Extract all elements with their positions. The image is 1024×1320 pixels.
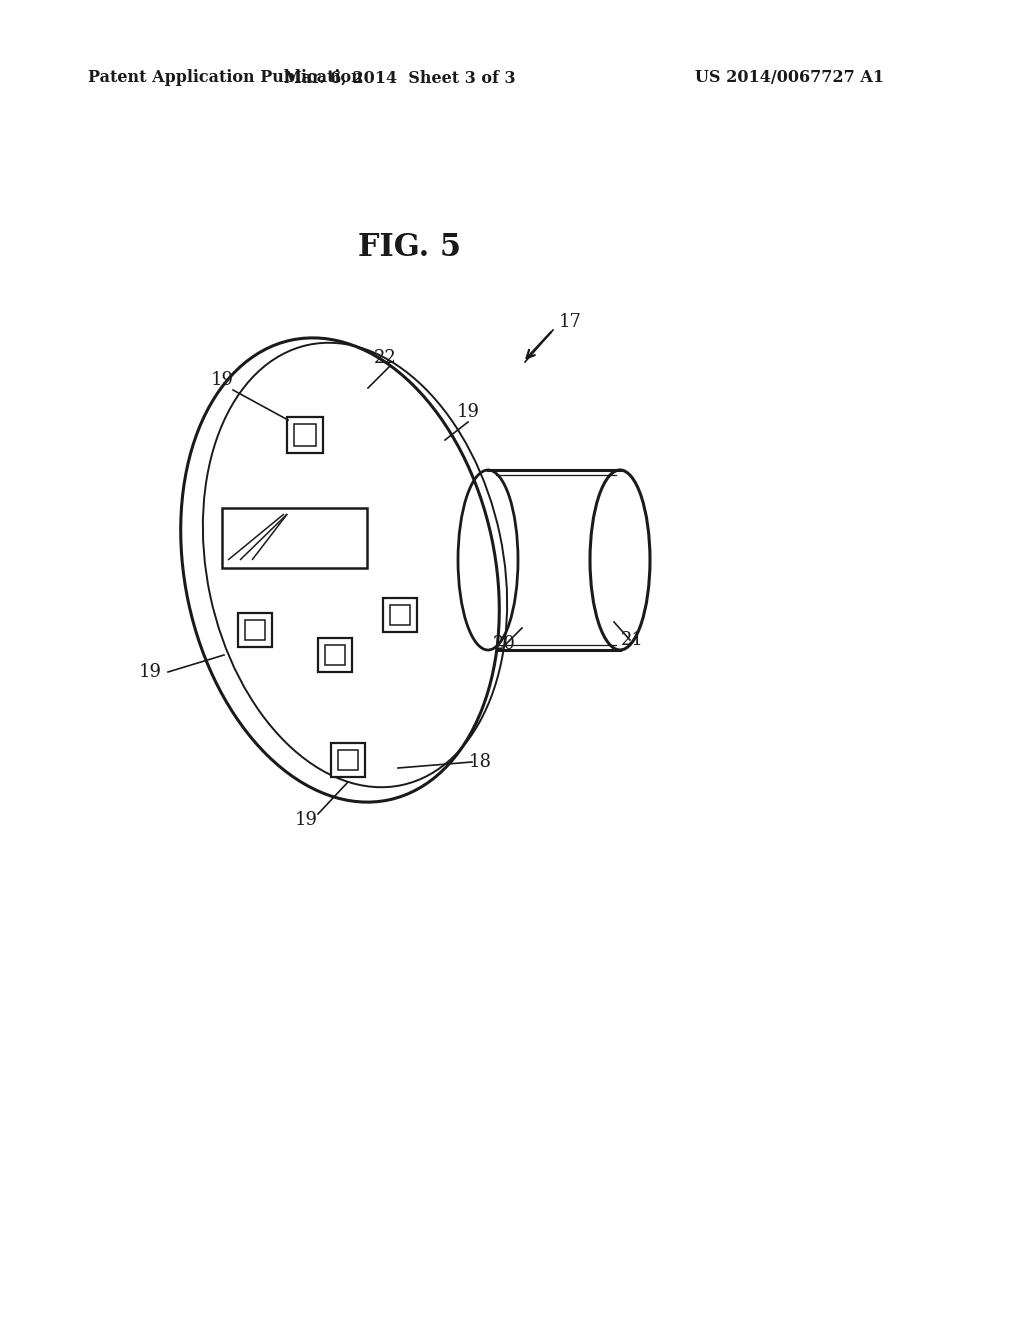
- Text: Mar. 6, 2014  Sheet 3 of 3: Mar. 6, 2014 Sheet 3 of 3: [285, 70, 516, 87]
- Bar: [338, 750, 358, 770]
- Ellipse shape: [590, 470, 650, 649]
- Bar: [325, 644, 345, 665]
- Text: 20: 20: [493, 635, 515, 653]
- Text: 18: 18: [469, 752, 492, 771]
- Text: 22: 22: [374, 348, 396, 367]
- Text: US 2014/0067727 A1: US 2014/0067727 A1: [695, 70, 885, 87]
- Bar: [294, 424, 315, 446]
- Bar: [287, 417, 323, 453]
- Text: 19: 19: [138, 663, 162, 681]
- Bar: [245, 620, 265, 640]
- Text: FIG. 5: FIG. 5: [358, 232, 462, 264]
- Bar: [238, 612, 272, 647]
- Text: 17: 17: [558, 313, 582, 331]
- Bar: [383, 598, 417, 632]
- Text: 21: 21: [621, 631, 643, 649]
- Text: 19: 19: [457, 403, 479, 421]
- Text: 19: 19: [211, 371, 233, 389]
- Bar: [222, 508, 367, 568]
- Bar: [318, 638, 352, 672]
- Text: Patent Application Publication: Patent Application Publication: [88, 70, 362, 87]
- Bar: [331, 743, 365, 777]
- Ellipse shape: [180, 338, 500, 803]
- Bar: [390, 605, 411, 626]
- Text: 19: 19: [295, 810, 317, 829]
